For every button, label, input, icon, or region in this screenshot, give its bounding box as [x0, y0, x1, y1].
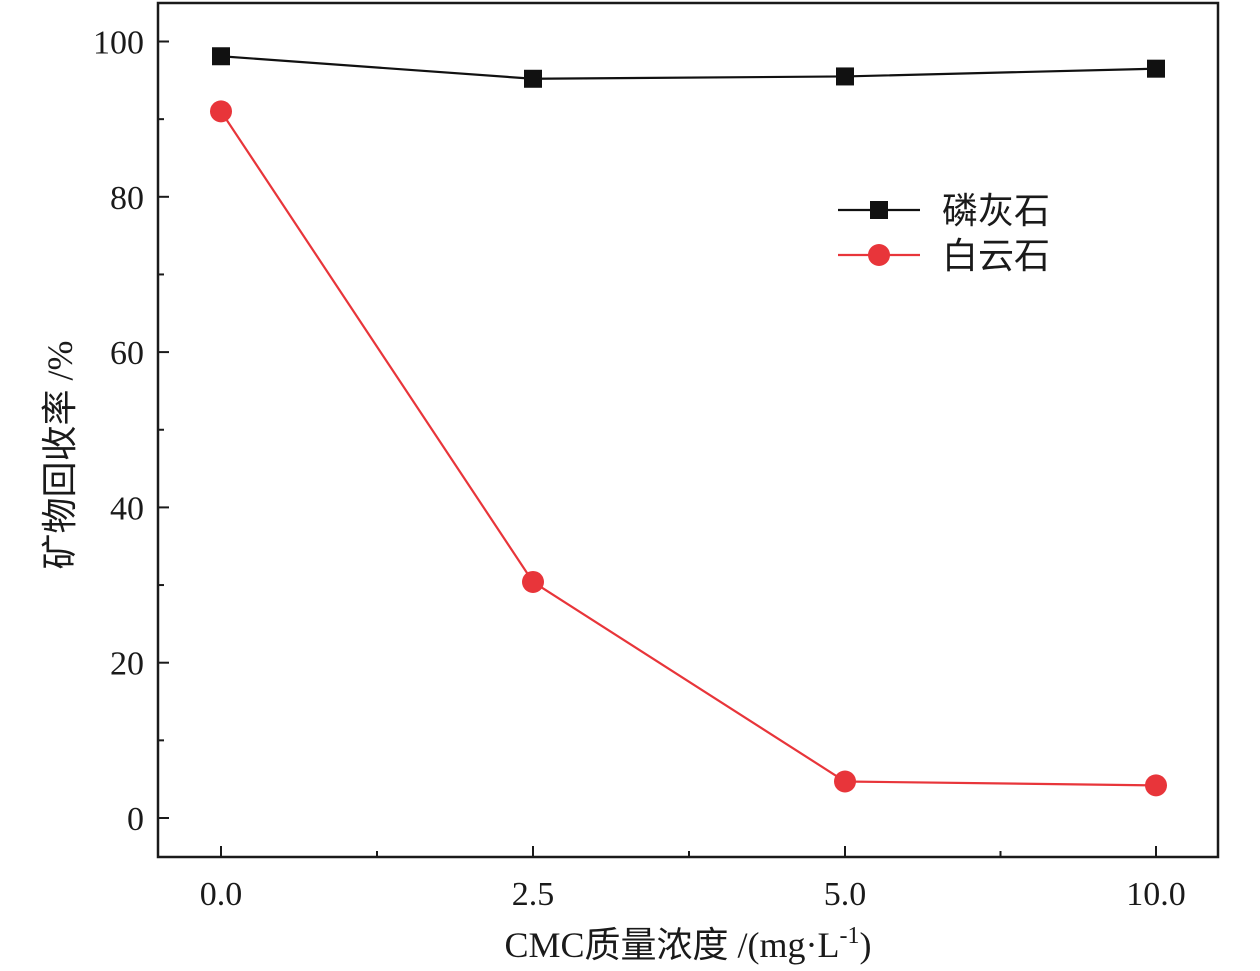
legend-marker-circle	[868, 244, 890, 266]
y-tick-label: 0	[127, 801, 144, 838]
x-tick-label: 2.5	[512, 876, 555, 913]
y-axis-ticks: 0 20 40 60 80 100	[93, 25, 169, 838]
series-1	[212, 47, 1165, 88]
y-tick-label: 100	[93, 25, 144, 62]
plot-frame	[156, 1, 1220, 859]
x-tick-label: 10.0	[1126, 876, 1186, 913]
y-tick-label: 60	[110, 335, 144, 372]
x-axis-ticks: 0.0 2.5 5.0 10.0	[200, 846, 1186, 913]
data-point-square	[836, 67, 854, 86]
data-point-circle	[522, 570, 544, 593]
legend-label: 白云石	[942, 236, 1050, 276]
series-2	[210, 100, 1167, 797]
y-axis-title: 矿物回收率 /%	[40, 341, 80, 570]
x-axis-title: CMC质量浓度 /(mg·L-1)	[504, 923, 871, 965]
data-point-circle	[834, 770, 856, 793]
legend-label: 磷灰石	[942, 191, 1050, 231]
legend-item: 磷灰石	[838, 191, 1050, 231]
series-layer	[210, 47, 1167, 797]
data-point-circle	[210, 100, 232, 123]
legend-item: 白云石	[838, 236, 1050, 276]
x-axis-title-main: CMC质量浓度 /(mg·L	[504, 925, 839, 965]
y-tick-label: 80	[110, 180, 144, 217]
series-line	[220, 55, 1157, 80]
x-tick-label: 5.0	[824, 876, 867, 913]
x-axis-title-superscript: -1	[840, 923, 860, 949]
x-axis-title-tail: )	[860, 925, 872, 965]
data-point-square	[1147, 59, 1165, 78]
y-tick-label: 40	[110, 490, 144, 527]
legend-marker-square	[870, 201, 888, 219]
series-line	[220, 110, 1157, 787]
y-tick-label: 20	[110, 646, 144, 683]
data-point-square	[212, 47, 230, 66]
data-point-circle	[1145, 774, 1167, 797]
data-point-square	[524, 69, 542, 88]
x-tick-label: 0.0	[200, 876, 243, 913]
